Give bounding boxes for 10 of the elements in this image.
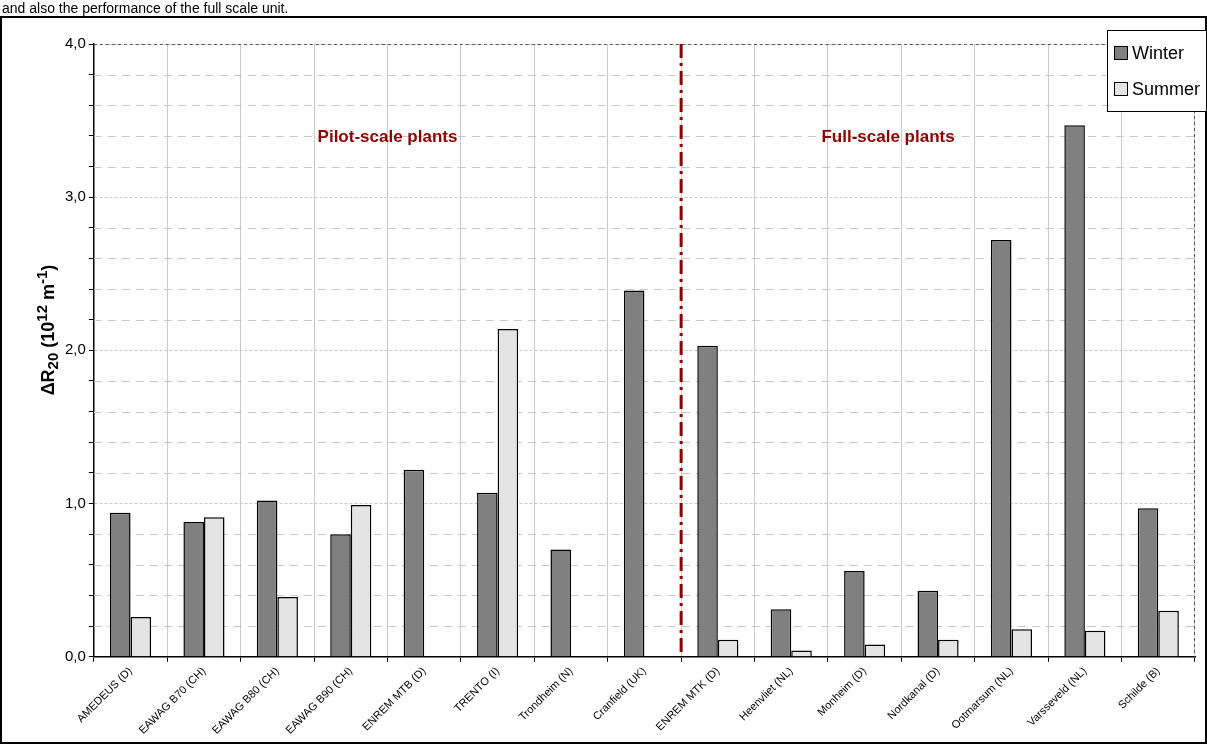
annotation: Full-scale plants — [821, 126, 955, 146]
y-tick-label: 2,0 — [64, 340, 86, 358]
text: and also the performance of the full scale unit. — [2, 0, 289, 16]
y-tick-label: 0,0 — [64, 646, 86, 664]
y-tick-label: 3,0 — [64, 187, 86, 205]
legend-label: Summer — [1131, 77, 1200, 101]
y-tick-label: 4,0 — [64, 34, 86, 52]
y-tick-label: 1,0 — [64, 493, 86, 511]
legend-label: Winter — [1131, 41, 1185, 65]
annotation: Pilot-scale plants — [317, 126, 458, 146]
